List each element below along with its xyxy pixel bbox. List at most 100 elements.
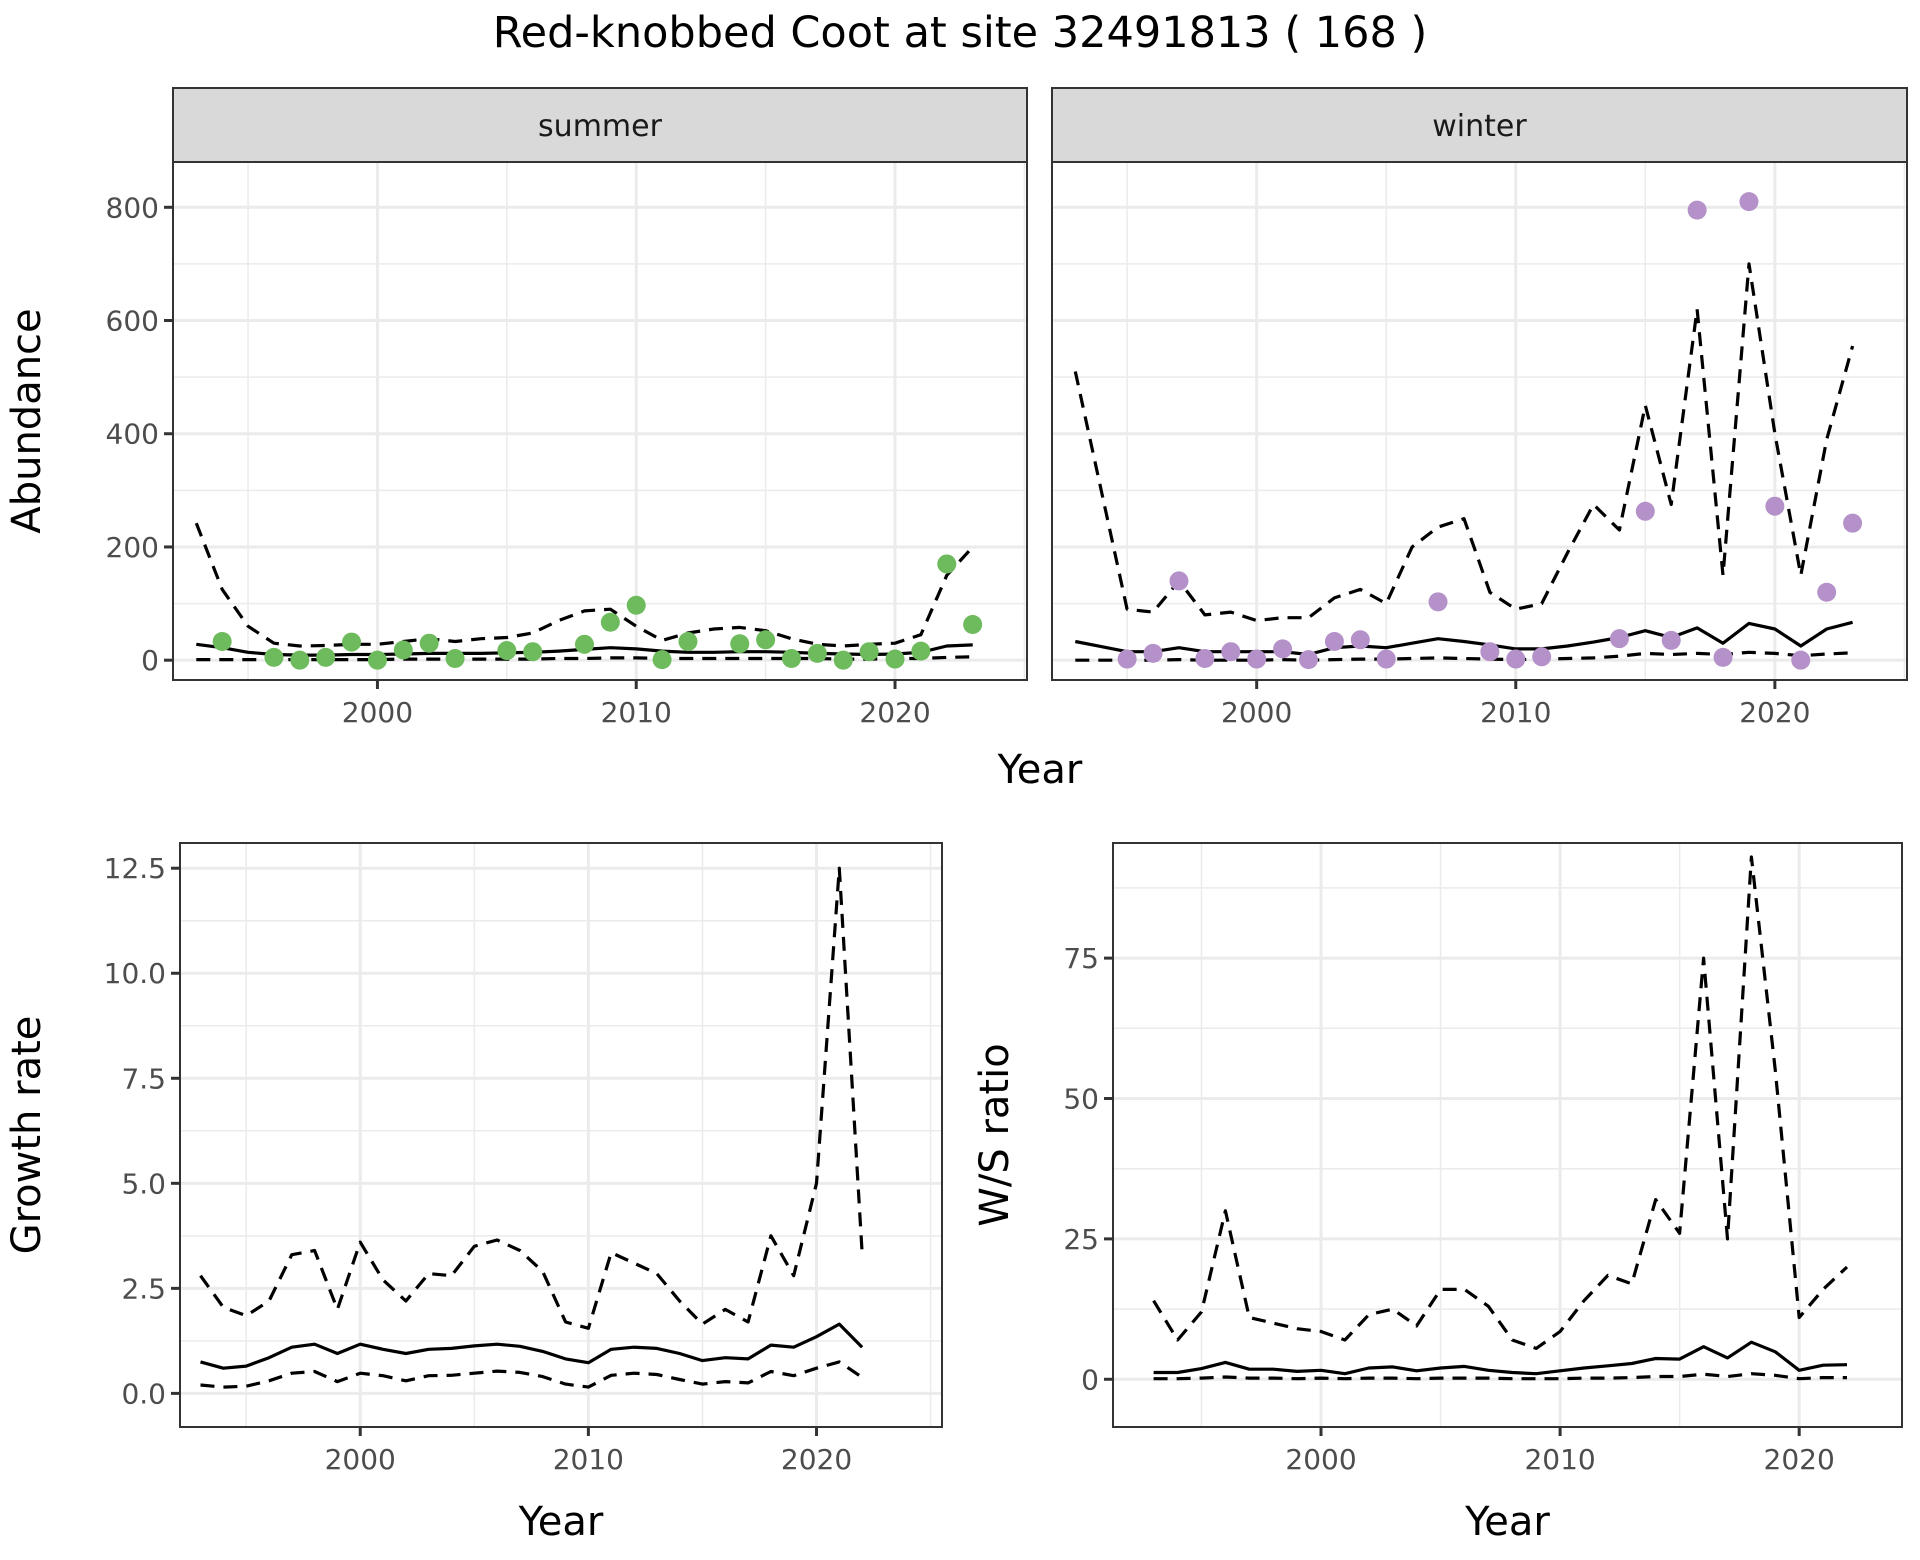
y-axis-title: W/S ratio bbox=[972, 1043, 1018, 1226]
panel-background bbox=[173, 162, 1027, 680]
x-tick-label: 2020 bbox=[859, 696, 930, 729]
observed-point bbox=[1273, 639, 1293, 659]
observed-point bbox=[756, 630, 776, 650]
y-tick-label: 200 bbox=[106, 531, 159, 564]
y-tick-label: 0.0 bbox=[121, 1377, 166, 1410]
panel-border bbox=[1051, 161, 1908, 681]
series-line-upper bbox=[199, 866, 864, 1330]
y-tick-label: 10.0 bbox=[104, 957, 166, 990]
x-tick-label: 2000 bbox=[325, 1443, 396, 1476]
observed-point bbox=[1817, 582, 1837, 602]
observed-point bbox=[963, 615, 983, 635]
observed-point bbox=[1376, 649, 1396, 669]
x-axis-title: Year bbox=[518, 1499, 604, 1545]
chart-title: Red-knobbed Coot at site 32491813 ( 168 … bbox=[492, 8, 1428, 58]
y-tick-label: 50 bbox=[1063, 1083, 1099, 1116]
y-tick-label: 75 bbox=[1063, 942, 1099, 975]
observed-point bbox=[445, 648, 465, 668]
observed-point bbox=[885, 649, 905, 669]
observed-point bbox=[911, 641, 931, 661]
observed-point bbox=[1506, 649, 1526, 669]
observed-point bbox=[1195, 648, 1215, 668]
y-axis-title: Growth rate bbox=[4, 1016, 50, 1255]
observed-point bbox=[316, 647, 336, 667]
observed-point bbox=[1843, 513, 1863, 533]
observed-point bbox=[290, 650, 310, 670]
y-tick-label: 12.5 bbox=[104, 852, 166, 885]
series-line-lower bbox=[1153, 1372, 1847, 1381]
observed-point bbox=[1532, 647, 1552, 667]
observed-point bbox=[1221, 642, 1241, 662]
observed-point bbox=[833, 650, 853, 670]
observed-point bbox=[678, 632, 698, 652]
x-tick-label: 2000 bbox=[342, 696, 413, 729]
observed-point bbox=[393, 640, 413, 660]
observed-point bbox=[807, 643, 827, 663]
series-line-upper bbox=[1152, 855, 1849, 1351]
observed-point bbox=[497, 641, 517, 661]
y-tick-label: 2.5 bbox=[121, 1272, 166, 1305]
x-axis-title: Year bbox=[997, 747, 1083, 793]
x-tick-label: 2020 bbox=[781, 1443, 852, 1476]
observed-point bbox=[1247, 649, 1267, 669]
observed-point bbox=[264, 647, 284, 667]
panel-background bbox=[1113, 843, 1902, 1427]
facet-panel-winter: winter 2000 2010 2020 bbox=[1051, 87, 1908, 729]
observed-point bbox=[1480, 642, 1500, 662]
panel-background bbox=[180, 843, 942, 1427]
growth-rate-panel: 2000 2010 2020 0.0 2.5 5.0 7.5 10.0 12.5 bbox=[104, 842, 943, 1476]
observed-point bbox=[859, 642, 879, 662]
y-tick-label: 0 bbox=[1081, 1363, 1099, 1396]
observed-point bbox=[600, 612, 620, 632]
observed-point bbox=[1299, 650, 1318, 670]
observed-point bbox=[367, 650, 387, 670]
x-tick-label: 2020 bbox=[1739, 696, 1810, 729]
observed-point bbox=[1739, 192, 1759, 212]
series-line-lower bbox=[200, 1360, 863, 1389]
observed-point bbox=[1661, 630, 1681, 650]
observed-point bbox=[1635, 501, 1655, 521]
x-axis-title: Year bbox=[1464, 1499, 1550, 1545]
y-axis-title: Abundance bbox=[4, 308, 50, 533]
x-tick-label: 2010 bbox=[1480, 696, 1551, 729]
y-tick-label: 600 bbox=[106, 305, 159, 338]
series-line-upper bbox=[1073, 262, 1855, 623]
x-tick-label: 2010 bbox=[553, 1443, 624, 1476]
observed-point bbox=[1687, 200, 1707, 220]
observed-point bbox=[626, 595, 646, 615]
x-tick-label: 2020 bbox=[1764, 1443, 1835, 1476]
observed-point bbox=[1428, 592, 1448, 612]
y-tick-label: 25 bbox=[1063, 1223, 1099, 1256]
x-tick-label: 2010 bbox=[601, 696, 672, 729]
observed-point bbox=[1609, 629, 1629, 649]
observed-point bbox=[652, 650, 672, 670]
observed-point bbox=[574, 634, 594, 654]
x-tick-label: 2000 bbox=[1221, 696, 1292, 729]
panel-background bbox=[1052, 162, 1907, 680]
observed-point bbox=[1143, 643, 1163, 663]
series-line-estimate bbox=[1153, 1340, 1848, 1376]
facet-strip-label: summer bbox=[538, 109, 663, 144]
panel-border bbox=[172, 161, 1028, 681]
observed-point bbox=[419, 633, 439, 653]
ws-ratio-panel: 2000 2010 2020 0 25 50 75 bbox=[1063, 842, 1903, 1476]
series-line-estimate bbox=[200, 1322, 864, 1370]
panel-border bbox=[1112, 842, 1903, 1428]
y-tick-label: 800 bbox=[106, 191, 159, 224]
facet-strip bbox=[1051, 87, 1908, 163]
y-tick-label: 0 bbox=[141, 644, 159, 677]
y-tick-label: 7.5 bbox=[121, 1062, 166, 1095]
observed-point bbox=[937, 554, 957, 574]
y-tick-label: 400 bbox=[106, 418, 159, 451]
observed-point bbox=[1169, 571, 1189, 591]
panel-border bbox=[179, 842, 943, 1428]
observed-point bbox=[523, 642, 543, 662]
x-tick-label: 2000 bbox=[1285, 1443, 1356, 1476]
observed-point bbox=[1324, 632, 1344, 652]
observed-point bbox=[342, 632, 362, 652]
x-tick-label: 2010 bbox=[1524, 1443, 1595, 1476]
observed-point bbox=[1791, 650, 1811, 670]
observed-point bbox=[730, 634, 750, 654]
y-tick-label: 5.0 bbox=[121, 1167, 166, 1200]
